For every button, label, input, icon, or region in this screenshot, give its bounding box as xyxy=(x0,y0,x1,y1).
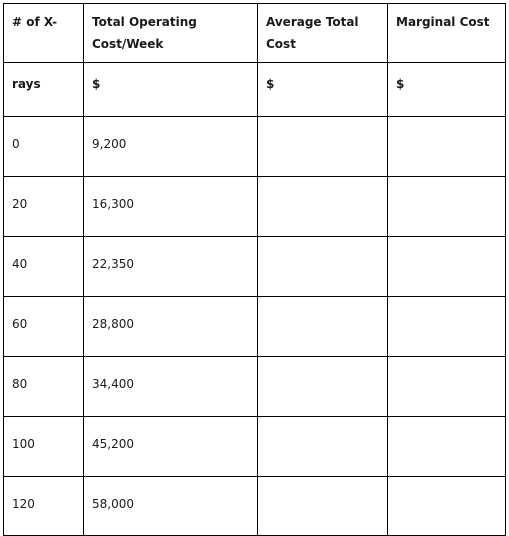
table-row: 20 16,300 xyxy=(3,176,506,237)
total-cost-cell: 22,350 xyxy=(83,236,258,297)
xrays-cell: 120 xyxy=(3,476,84,536)
marginal-cost-cell[interactable] xyxy=(387,176,506,237)
table-row: 40 22,350 xyxy=(3,236,506,297)
average-cost-cell[interactable] xyxy=(257,176,388,237)
header-marginal-cost: Marginal Cost xyxy=(387,3,506,63)
units-cell-xrays: rays xyxy=(3,62,84,117)
average-cost-cell[interactable] xyxy=(257,116,388,177)
units-cell-total: $ xyxy=(83,62,258,117)
xrays-cell: 40 xyxy=(3,236,84,297)
marginal-cost-cell[interactable] xyxy=(387,356,506,417)
units-cell-marginal: $ xyxy=(387,62,506,117)
total-cost-cell: 9,200 xyxy=(83,116,258,177)
total-cost-cell: 58,000 xyxy=(83,476,258,536)
average-cost-cell[interactable] xyxy=(257,356,388,417)
xrays-cell: 80 xyxy=(3,356,84,417)
average-cost-cell[interactable] xyxy=(257,416,388,477)
total-cost-cell: 28,800 xyxy=(83,296,258,357)
marginal-cost-cell[interactable] xyxy=(387,296,506,357)
total-cost-cell: 45,200 xyxy=(83,416,258,477)
table-row: 60 28,800 xyxy=(3,296,506,357)
marginal-cost-cell[interactable] xyxy=(387,416,506,477)
header-xrays: # of X- xyxy=(3,3,84,63)
marginal-cost-cell[interactable] xyxy=(387,116,506,177)
table-row: 100 45,200 xyxy=(3,416,506,477)
xrays-cell: 60 xyxy=(3,296,84,357)
table-row: 80 34,400 xyxy=(3,356,506,417)
units-row: rays $ $ $ xyxy=(3,62,506,117)
xrays-cell: 0 xyxy=(3,116,84,177)
xrays-cell: 20 xyxy=(3,176,84,237)
average-cost-cell[interactable] xyxy=(257,236,388,297)
xrays-cell: 100 xyxy=(3,416,84,477)
marginal-cost-cell[interactable] xyxy=(387,236,506,297)
table-row: 120 58,000 xyxy=(3,476,506,536)
average-cost-cell[interactable] xyxy=(257,296,388,357)
header-average-total-cost: Average Total Cost xyxy=(257,3,388,63)
units-cell-average: $ xyxy=(257,62,388,117)
total-cost-cell: 16,300 xyxy=(83,176,258,237)
header-row: # of X- Total Operating Cost/Week Averag… xyxy=(3,3,506,63)
cost-table: # of X- Total Operating Cost/Week Averag… xyxy=(3,3,506,536)
table-row: 0 9,200 xyxy=(3,116,506,177)
average-cost-cell[interactable] xyxy=(257,476,388,536)
marginal-cost-cell[interactable] xyxy=(387,476,506,536)
total-cost-cell: 34,400 xyxy=(83,356,258,417)
header-total-operating-cost: Total Operating Cost/Week xyxy=(83,3,258,63)
